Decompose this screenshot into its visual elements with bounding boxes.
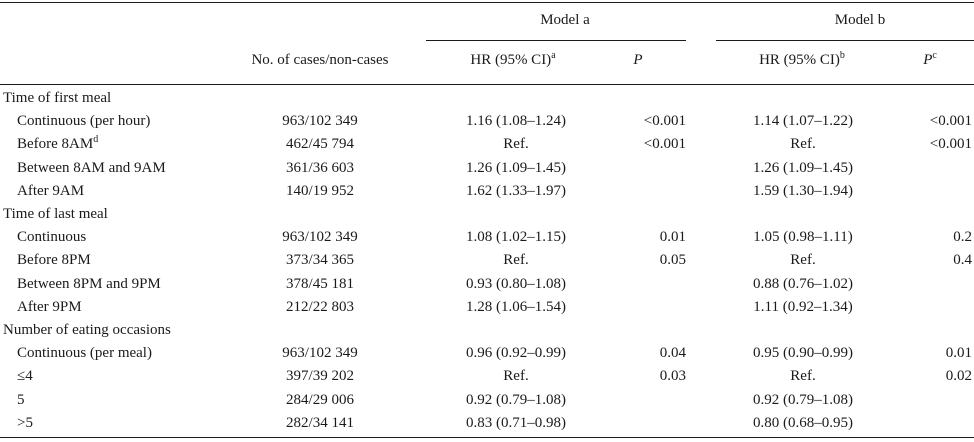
hr-b-cell: 0.88 (0.76–1.02) — [753, 276, 853, 292]
p-a-cell: <0.001 — [643, 136, 686, 152]
row-label: Between 8AM and 9AM — [17, 160, 166, 176]
hr-b-cell: 1.26 (1.09–1.45) — [753, 160, 853, 176]
p-a-cell: 0.05 — [659, 252, 686, 268]
p-a-cell: 0.01 — [659, 229, 686, 245]
row-label: ≤4 — [17, 368, 33, 384]
model-a-underline — [426, 40, 686, 41]
cases-cell: 212/22 803 — [286, 299, 354, 315]
p-b-cell: 0.4 — [953, 252, 972, 268]
cases-cell: 963/102 349 — [282, 113, 358, 129]
hr-b-cell: 0.92 (0.79–1.08) — [753, 392, 853, 408]
hr-b-cell: 0.95 (0.90–0.99) — [753, 345, 853, 361]
table-bottom-rule — [0, 437, 974, 438]
row-label: After 9AM — [17, 183, 85, 199]
footnote-marker: d — [93, 134, 99, 145]
hr-b-cell: Ref. — [790, 136, 816, 152]
row-label: Continuous (per meal) — [17, 345, 152, 361]
hr-a-cell: 1.26 (1.09–1.45) — [466, 160, 566, 176]
cases-cell: 963/102 349 — [282, 345, 358, 361]
cases-cell: 378/45 181 — [286, 276, 354, 292]
hr-a-cell: 0.83 (0.71–0.98) — [466, 415, 566, 431]
hr-a-cell: Ref. — [503, 252, 529, 268]
hr-a-cell: 0.92 (0.79–1.08) — [466, 392, 566, 408]
p-b-column-heading: Pc — [923, 50, 937, 69]
hr-a-cell: Ref. — [503, 368, 529, 384]
cases-cell: 373/34 365 — [286, 252, 354, 268]
row-label: 5 — [17, 392, 25, 408]
p-b-cell: <0.001 — [929, 136, 972, 152]
row-label: Continuous (per hour) — [17, 113, 151, 129]
hr-a-cell: 1.62 (1.33–1.97) — [466, 183, 566, 199]
p-a-column-heading: P — [633, 52, 643, 68]
cases-cell: 397/39 202 — [286, 368, 354, 384]
p-b-cell: 0.2 — [953, 229, 972, 245]
model-b-underline — [716, 40, 974, 41]
row-label: Before 8PM — [17, 252, 91, 268]
hr-a-cell: 1.08 (1.02–1.15) — [466, 229, 566, 245]
hr-a-cell: Ref. — [503, 136, 529, 152]
table-top-rule — [0, 2, 974, 3]
model-a-heading: Model a — [540, 12, 590, 28]
hr-a-cell: 1.16 (1.08–1.24) — [466, 113, 566, 129]
p-a-cell: 0.03 — [659, 368, 686, 384]
cases-column-heading: No. of cases/non-cases — [251, 52, 389, 68]
cases-cell: 963/102 349 — [282, 229, 358, 245]
cases-cell: 462/45 794 — [286, 136, 354, 152]
hr-a-cell: 0.96 (0.92–0.99) — [466, 345, 566, 361]
hr-b-cell: 1.14 (1.07–1.22) — [753, 113, 853, 129]
hr-a-cell: 1.28 (1.06–1.54) — [466, 299, 566, 315]
cases-cell: 282/34 141 — [286, 415, 354, 431]
row-label: Between 8PM and 9PM — [17, 276, 161, 292]
header-bottom-rule — [0, 84, 974, 85]
hr-a-cell: 0.93 (0.80–1.08) — [466, 276, 566, 292]
section-heading: Time of first meal — [3, 90, 112, 106]
hr-a-column-heading: HR (95% CI)a — [470, 50, 556, 69]
hr-b-cell: Ref. — [790, 368, 816, 384]
section-heading: Time of last meal — [3, 206, 108, 222]
hr-b-cell: Ref. — [790, 252, 816, 268]
section-heading: Number of eating occasions — [3, 322, 171, 338]
model-b-heading: Model b — [834, 12, 886, 28]
hr-b-cell: 1.05 (0.98–1.11) — [753, 229, 853, 245]
p-a-cell: <0.001 — [643, 113, 686, 129]
p-b-cell: 0.02 — [945, 368, 972, 384]
hr-b-cell: 1.59 (1.30–1.94) — [753, 183, 853, 199]
row-label: Continuous — [17, 229, 87, 245]
cases-cell: 284/29 006 — [286, 392, 354, 408]
hr-b-column-heading: HR (95% CI)b — [759, 50, 845, 69]
row-label: After 9PM — [17, 299, 82, 315]
row-label: Before 8AMd — [17, 134, 99, 153]
hr-b-cell: 0.80 (0.68–0.95) — [753, 415, 853, 431]
row-label: >5 — [17, 415, 33, 431]
p-a-cell: 0.04 — [659, 345, 686, 361]
p-b-cell: <0.001 — [929, 113, 972, 129]
cases-cell: 140/19 952 — [286, 183, 354, 199]
hr-b-cell: 1.11 (0.92–1.34) — [753, 299, 853, 315]
cases-cell: 361/36 603 — [286, 160, 354, 176]
p-b-cell: 0.01 — [945, 345, 972, 361]
